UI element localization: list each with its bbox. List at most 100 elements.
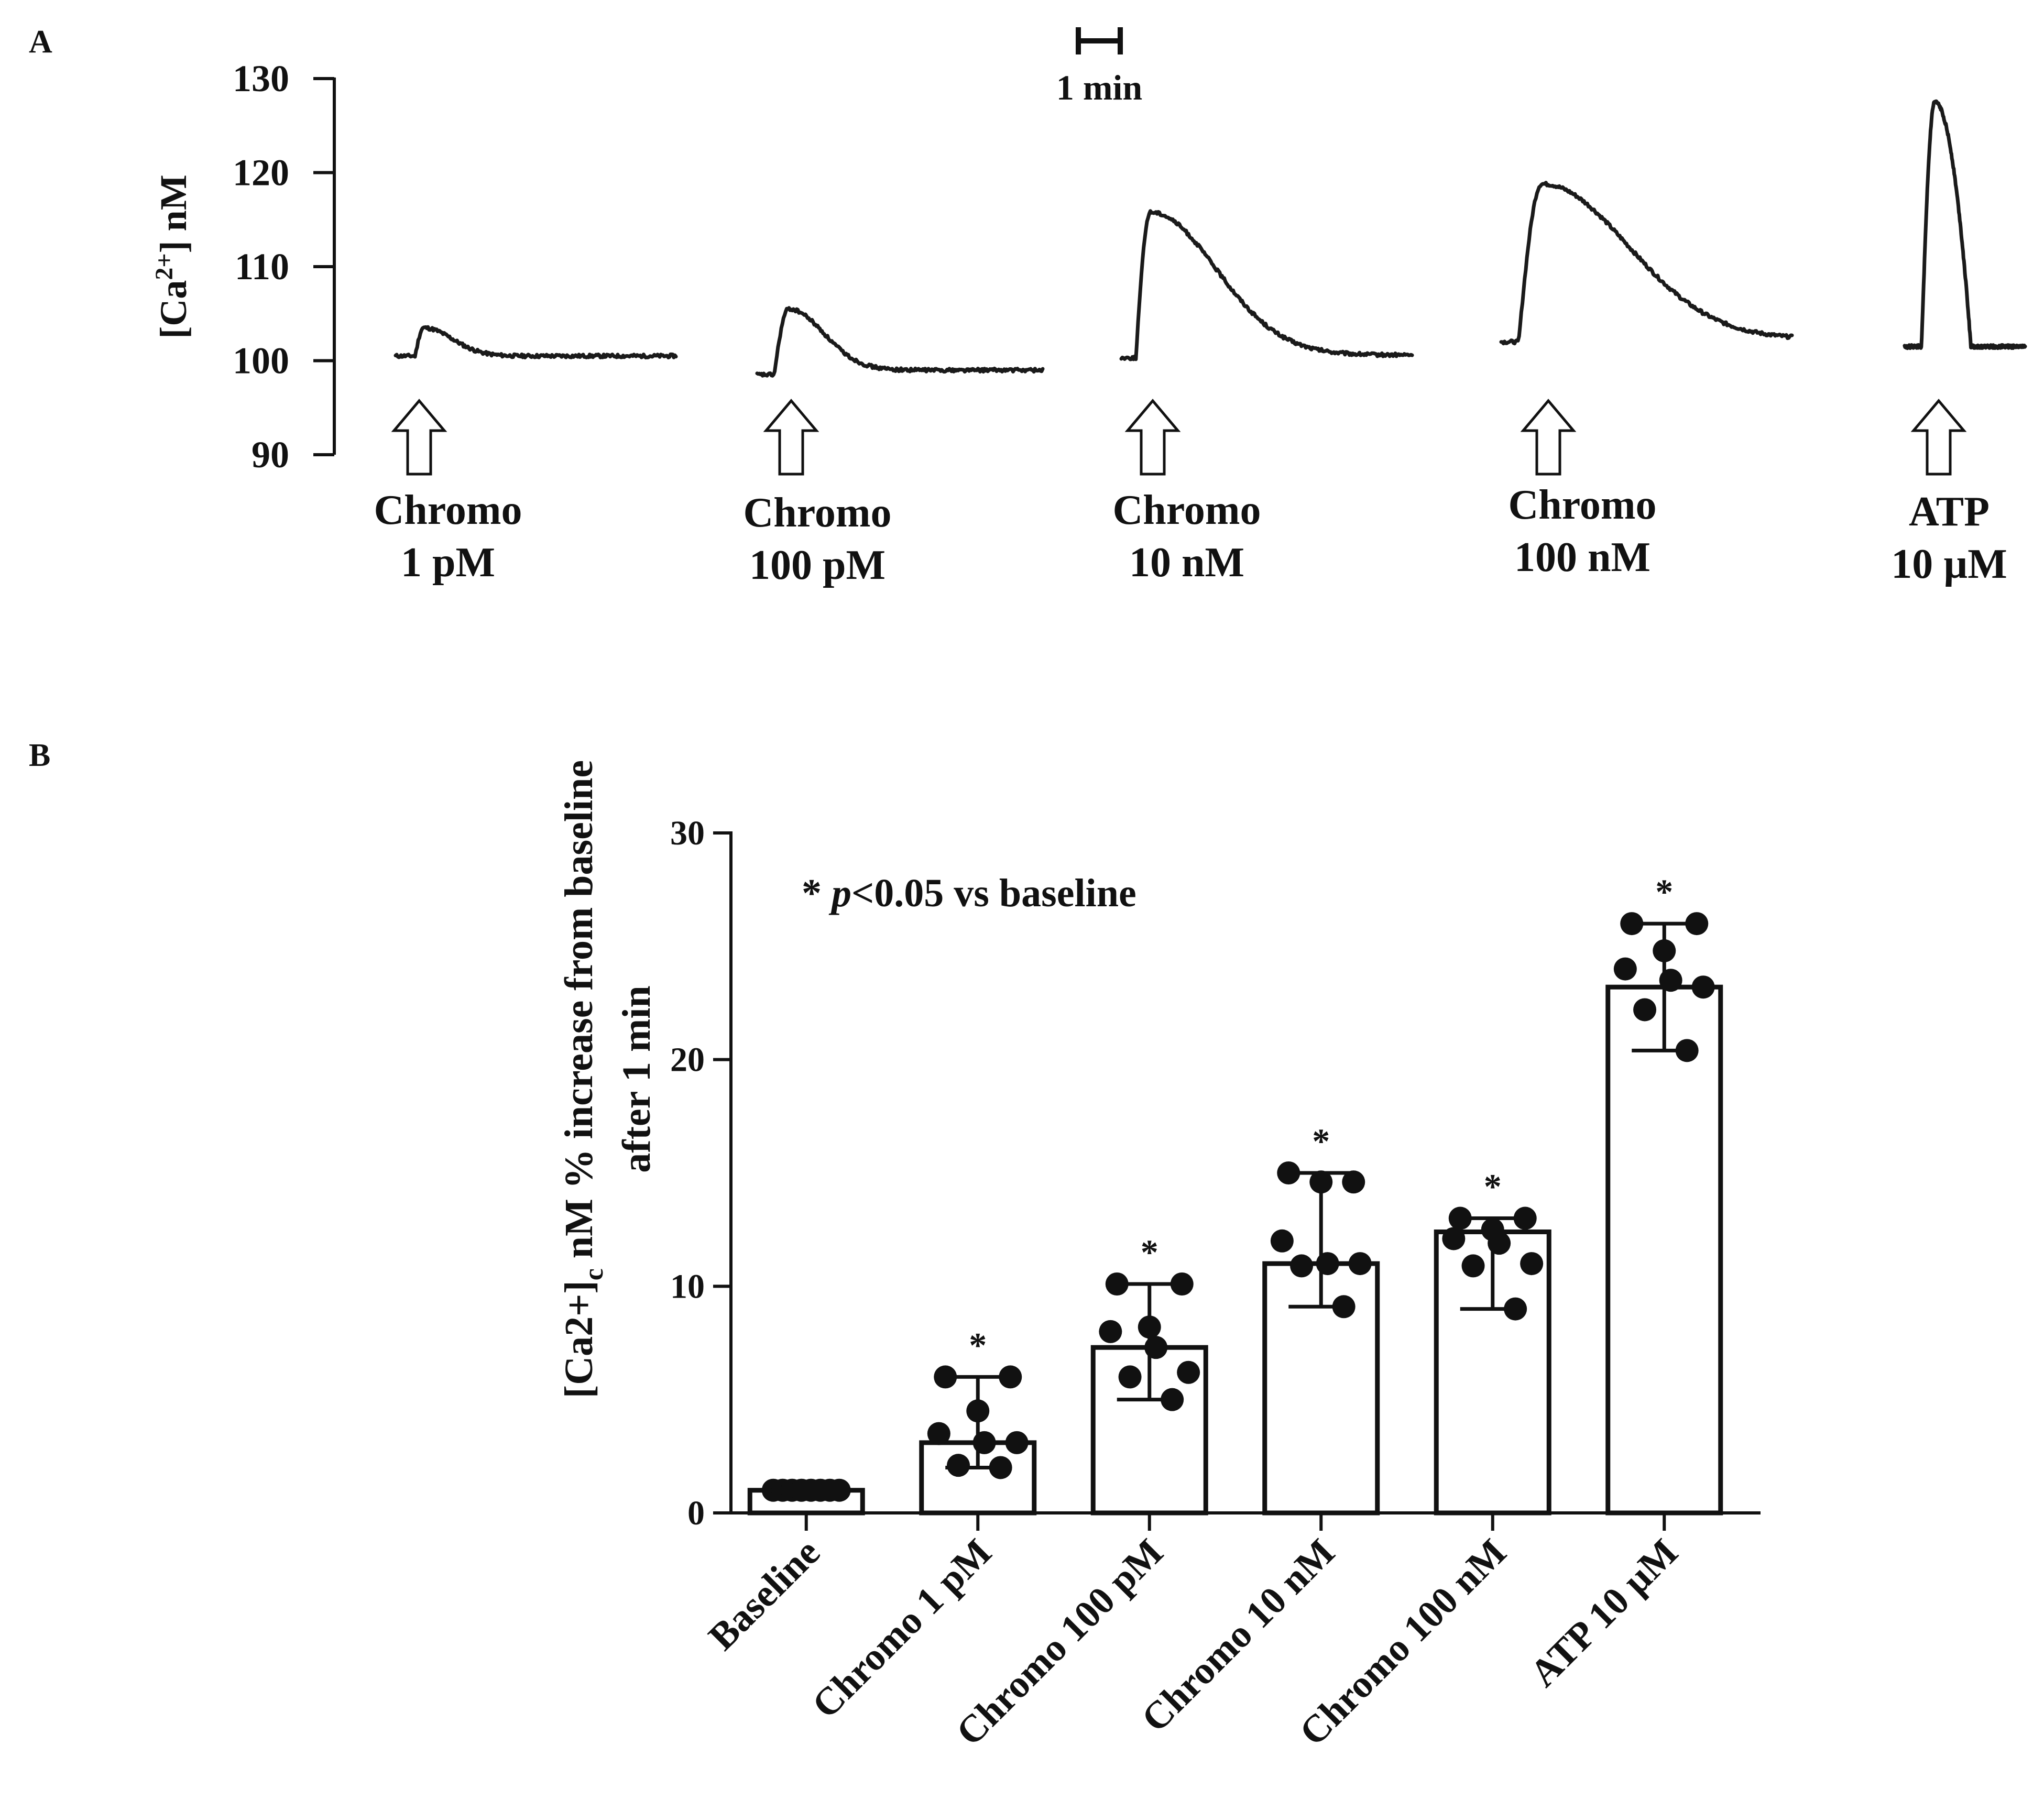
significance-note-star: * (802, 871, 832, 915)
panel-a-label: A (29, 24, 52, 60)
significance-star: * (1484, 1167, 1502, 1206)
data-point (1513, 1206, 1537, 1230)
panel-b-y-label-line2: after 1 min (615, 985, 659, 1172)
stimulus-arrow-icon (391, 399, 447, 476)
data-point (1099, 1320, 1122, 1343)
data-point (1348, 1252, 1372, 1276)
category-label: Chromo 1 pM (804, 1531, 1000, 1727)
panel-b-y-label-line1: [Ca2+]c nM % increase from baseline (557, 760, 609, 1398)
significance-star: * (1141, 1232, 1158, 1272)
stimulus-label-line2: 10 µM (1891, 541, 2007, 587)
panel-a-y-tick-label: 90 (252, 434, 289, 476)
data-point (1685, 912, 1709, 936)
panel-a-y-tick-label: 110 (235, 246, 289, 288)
data-point (927, 1422, 950, 1445)
data-point (1342, 1170, 1365, 1194)
stimulus-label-line1: Chromo (1509, 482, 1657, 528)
data-point (1005, 1431, 1029, 1454)
data-point (1461, 1254, 1485, 1278)
data-point (1309, 1170, 1333, 1194)
data-point (1144, 1336, 1168, 1359)
stimulus-label-line2: 10 nM (1129, 540, 1244, 586)
significance-star: * (1312, 1121, 1330, 1161)
significance-note-p: p (828, 871, 851, 915)
panel-a-y-label-sup: 2+ (150, 253, 178, 280)
stimulus-label-line2: 100 pM (749, 542, 886, 588)
panel-b-bars: * * * * * (747, 872, 1723, 1516)
data-point (1520, 1252, 1544, 1276)
data-point (1170, 1272, 1194, 1296)
data-point (1675, 1039, 1699, 1062)
calcium-trace (1903, 99, 2027, 350)
stimulus-arrow-icon (1124, 399, 1181, 476)
panel-b-y-tick-label: 30 (670, 814, 705, 852)
data-point (999, 1365, 1022, 1389)
stimulus-arrow-icon (763, 399, 819, 476)
calcium-trace (1119, 209, 1414, 361)
calcium-trace (1499, 181, 1794, 346)
panel-a-y-tick-label: 120 (233, 152, 289, 194)
panel-a-y-label-main: [Ca (152, 280, 194, 339)
data-point (1118, 1365, 1142, 1389)
panel-b-y-label-a: [Ca2+] (557, 1280, 601, 1398)
stimulus-label-line1: Chromo (374, 487, 522, 533)
calcium-trace (755, 306, 1045, 378)
panel-b-axes: 0 10 20 30 (670, 814, 1761, 1532)
data-point (989, 1456, 1012, 1479)
data-point (947, 1454, 970, 1477)
stimulus-arrow-icon (1910, 399, 1967, 476)
scale-bar-label: 1 min (1056, 68, 1142, 107)
panel-a-traces (394, 99, 2027, 378)
data-point (1290, 1254, 1314, 1278)
data-point (1691, 975, 1715, 999)
stimulus-label-line2: 100 nM (1514, 534, 1650, 580)
calcium-trace (394, 325, 678, 360)
data-point (1653, 939, 1676, 962)
stimulus-label-line1: Chromo (744, 490, 892, 536)
data-point (1177, 1360, 1200, 1384)
scale-bar (1076, 27, 1123, 54)
panel-b-y-label: [Ca2+]c nM % increase from baseline afte… (557, 760, 659, 1398)
stimulus-arrow-icon (1520, 399, 1577, 476)
panel-a-y-tick-label: 130 (233, 58, 289, 100)
data-point (1620, 912, 1644, 936)
stimulus-label-line1: Chromo (1113, 487, 1261, 533)
data-point (1316, 1252, 1339, 1276)
data-point (1270, 1229, 1294, 1253)
data-point (1332, 1295, 1356, 1319)
data-point (972, 1431, 996, 1454)
panel-b-y-tick-label: 20 (670, 1041, 705, 1079)
panel-b-label: B (29, 738, 50, 773)
category-label: Baseline (701, 1531, 828, 1659)
data-point (1633, 998, 1657, 1022)
bar (1605, 984, 1723, 1516)
data-point (1442, 1227, 1466, 1250)
category-label: ATP 10 µM (1522, 1531, 1686, 1695)
data-point (1613, 957, 1637, 981)
data-point (1504, 1297, 1527, 1321)
panel-b-y-label-sub: c (579, 1268, 609, 1280)
panel-a-y-ticks: 90 100 110 120 130 (233, 58, 334, 476)
panel-b-y-tick-label: 10 (670, 1267, 705, 1305)
data-point (1488, 1232, 1511, 1255)
data-point (934, 1365, 957, 1389)
panel-a-y-label-tail: ] nM (152, 174, 194, 253)
panel-a-y-label: [Ca2+] nM (150, 174, 194, 338)
data-point (1277, 1161, 1300, 1184)
data-point (1659, 969, 1682, 992)
panel-b-y-tick-label: 0 (687, 1494, 705, 1532)
data-point (966, 1399, 990, 1423)
data-point (1161, 1388, 1184, 1411)
stimulus-label-line2: 1 pM (401, 540, 495, 586)
data-point (1138, 1315, 1161, 1339)
panel-b-y-label-b: nM % increase from baseline (557, 760, 601, 1268)
data-point (827, 1478, 851, 1502)
panel-a-y-tick-label: 100 (233, 340, 289, 382)
significance-star: * (969, 1325, 987, 1365)
significance-star: * (1655, 872, 1673, 912)
significance-note-rest: <0.05 vs baseline (851, 871, 1136, 915)
significance-note: * p<0.05 vs baseline (802, 871, 1136, 915)
panel-a-stimuli: Chromo 1 pM Chromo 100 pM Chromo 10 nM Chromo 1… (374, 399, 2007, 588)
